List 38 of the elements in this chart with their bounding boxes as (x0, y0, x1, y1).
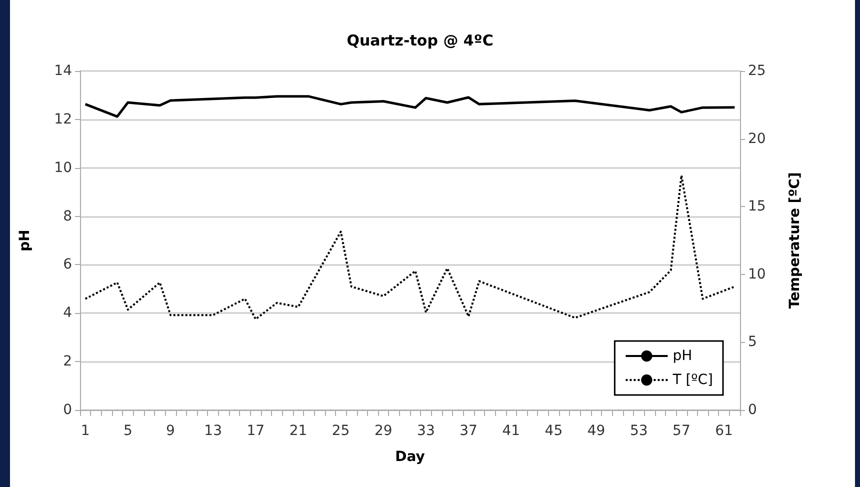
x-tick-label: 13 (204, 423, 222, 439)
y-tick-label: 2 (63, 354, 72, 370)
y2-axis-title: Temperature [ºC] (787, 172, 803, 309)
y-tick-label: 10 (54, 160, 72, 176)
y-tick-label: 8 (63, 208, 72, 224)
x-tick-label: 53 (630, 423, 648, 439)
legend-label: T [ºC] (672, 372, 714, 388)
x-axis-title: Day (395, 449, 425, 465)
y2-tick-label: 20 (748, 130, 766, 147)
x-tick-label: 41 (502, 423, 520, 439)
y2-tick-label: 10 (748, 266, 766, 282)
y2-tick-label: 0 (748, 402, 757, 418)
y2-tick-label: 25 (748, 63, 766, 79)
y-tick-label: 6 (63, 256, 72, 273)
y-axis-title: pH (17, 230, 33, 252)
line-series (84, 95, 736, 118)
x-tick-label: 45 (544, 423, 563, 439)
x-tick-label: 61 (715, 423, 733, 439)
x-tick-label: 33 (417, 423, 435, 439)
x-tick-label: 1 (80, 423, 90, 439)
y-tick-label: 4 (63, 305, 72, 322)
x-tick-label: 5 (123, 423, 132, 439)
x-tick-label: 17 (246, 423, 265, 439)
x-tick-label: 29 (374, 423, 392, 439)
y-tick-label: 0 (63, 402, 72, 418)
chart-title: Quartz-top @ 4ºC (346, 32, 494, 50)
y2-tick-label: 5 (748, 334, 757, 350)
y-tick-label: 12 (54, 111, 72, 128)
x-tick-label: 49 (587, 423, 606, 439)
y-tick-label: 14 (54, 63, 72, 79)
legend-label: pH (672, 348, 692, 364)
x-tick-label: 37 (460, 423, 478, 439)
x-tick-label: 25 (332, 423, 350, 439)
line-series (84, 174, 736, 320)
y2-tick-label: 15 (748, 198, 766, 215)
x-tick-label: 9 (166, 423, 175, 439)
x-tick-label: 57 (672, 423, 690, 439)
x-tick-label: 21 (289, 423, 308, 439)
